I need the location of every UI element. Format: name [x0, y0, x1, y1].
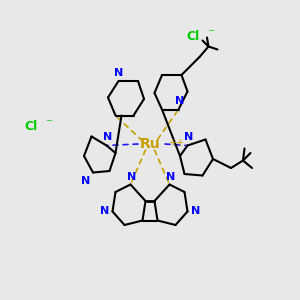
Text: N: N	[103, 133, 112, 142]
Text: ++: ++	[168, 137, 184, 148]
Text: ⁻: ⁻	[207, 28, 214, 41]
Text: Cl: Cl	[24, 119, 37, 133]
Text: N: N	[184, 133, 194, 142]
Text: Cl: Cl	[186, 29, 199, 43]
Text: N: N	[190, 206, 200, 217]
Text: ⁻: ⁻	[45, 118, 52, 131]
Text: N: N	[176, 97, 184, 106]
Text: N: N	[128, 172, 136, 182]
Text: Ru: Ru	[140, 137, 160, 151]
Text: N: N	[114, 68, 123, 78]
Text: N: N	[167, 172, 176, 182]
Text: N: N	[100, 206, 110, 217]
Text: N: N	[81, 176, 90, 185]
